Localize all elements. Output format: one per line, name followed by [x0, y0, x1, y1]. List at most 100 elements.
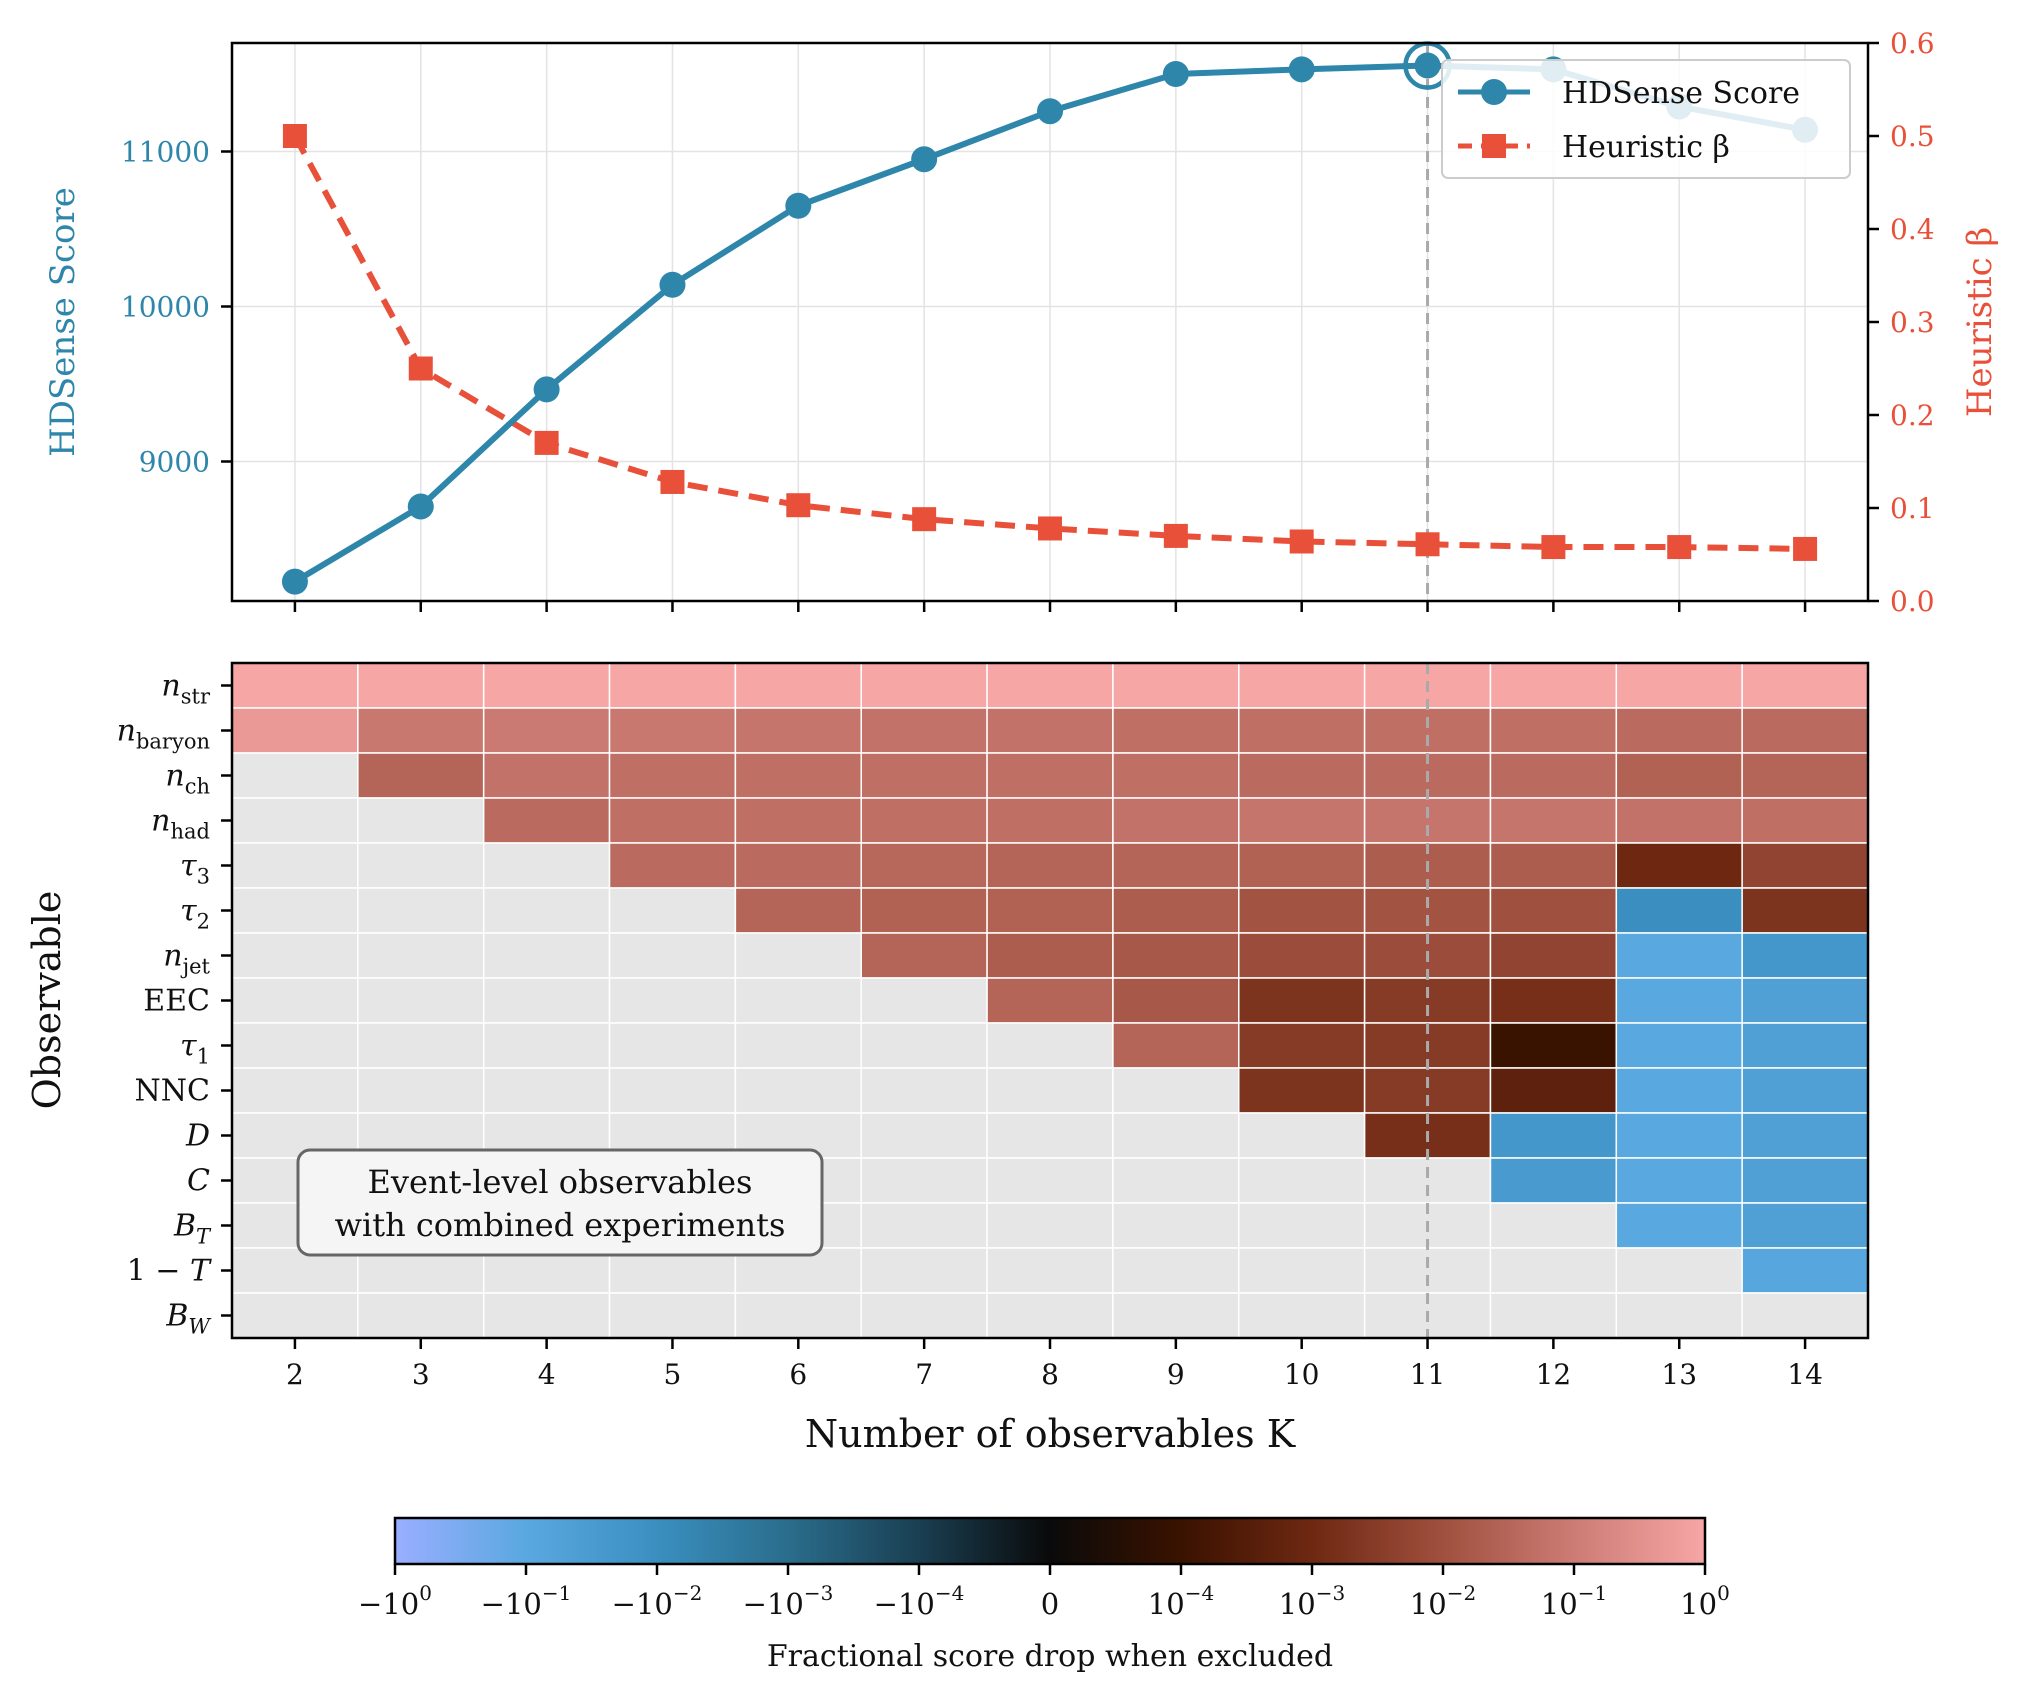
heatmap-cell-r2-k9 [1112, 752, 1240, 799]
top-x-ticks [293, 601, 1807, 612]
heatmap-cell-r14-k7 [860, 1292, 988, 1339]
heatmap-cell-r8-k12 [1489, 1022, 1618, 1069]
heatmap-cell-r1-k10 [1238, 707, 1366, 754]
right-y-ticks: 0.0 0.1 0.2 0.3 0.4 0.5 0.6 [1868, 27, 1935, 618]
heatmap-cell-r5-k2 [231, 887, 359, 934]
heatmap-cell-r11-k10 [1238, 1157, 1366, 1204]
heatmap-cell-r4-k9 [1112, 842, 1240, 889]
heatmap-cell-r2-k2 [231, 752, 359, 799]
heatmap-cell-r8-k2 [231, 1022, 359, 1069]
heatmap-cell-r1-k8 [986, 707, 1114, 754]
heatmap-cell-r9-k8 [986, 1067, 1114, 1114]
heatmap-cell-r12-k13 [1615, 1202, 1743, 1249]
heatmap-cell-r13-k12 [1489, 1247, 1618, 1294]
beta-point-k5 [660, 469, 685, 494]
heatmap-cell-r12-k14 [1741, 1202, 1869, 1249]
heatmap-cell-r1-k11 [1363, 707, 1492, 754]
score-point-k3 [407, 493, 434, 520]
heatmap-cell-r6-k13 [1615, 932, 1743, 979]
heatmap-cell-r0-k14 [1741, 662, 1869, 709]
heatmap-cell-r9-k9 [1112, 1067, 1240, 1114]
heatmap-cell-r2-k6 [734, 752, 862, 799]
colorbar-tick-label-7: 10−3 [1279, 1581, 1345, 1621]
heatmap-row-label-12: BT [173, 1209, 212, 1249]
heatmap-cell-r1-k3 [357, 707, 485, 754]
colorbar-tick-label-8: 10−2 [1410, 1581, 1476, 1621]
heatmap-cell-r14-k10 [1238, 1292, 1366, 1339]
heatmap-cell-r8-k14 [1741, 1022, 1869, 1069]
heatmap-cell-r9-k6 [734, 1067, 862, 1114]
heatmap-cell-r7-k4 [482, 977, 611, 1024]
left-y-ticks: 9000 10000 11000 [121, 136, 232, 479]
heatmap-cell-r1-k9 [1112, 707, 1240, 754]
heatmap-cell-r11-k7 [860, 1157, 988, 1204]
heatmap-cell-r6-k4 [482, 932, 611, 979]
heatmap-x-tick-label-9: 9 [1167, 1358, 1185, 1391]
heatmap-cell-r6-k8 [986, 932, 1114, 979]
legend-box [1441, 59, 1851, 179]
heatmap-cell-r10-k13 [1615, 1112, 1743, 1159]
heatmap-cell-r9-k13 [1615, 1067, 1743, 1114]
heatmap-cell-r6-k12 [1489, 932, 1618, 979]
heatmap-row-label-1: nbaryon [117, 714, 210, 754]
left-y-tick-label-11000: 11000 [121, 136, 210, 169]
heatmap-cell-r10-k7 [860, 1112, 988, 1159]
heatmap-cell-r1-k7 [860, 707, 988, 754]
colorbar-tick-label-4: −10−4 [874, 1581, 965, 1621]
heatmap-cell-r4-k6 [734, 842, 862, 889]
heatmap-cell-r11-k14 [1741, 1157, 1869, 1204]
heatmap-cell-r11-k8 [986, 1157, 1114, 1204]
heatmap-cell-r3-k8 [986, 797, 1114, 844]
heatmap-cell-r13-k8 [986, 1247, 1114, 1294]
heatmap-cell-r14-k13 [1615, 1292, 1743, 1339]
heatmap-row-label-5: τ2 [180, 894, 210, 934]
heatmap-cell-r0-k7 [860, 662, 988, 709]
heatmap-row-label-14: BW [165, 1299, 212, 1339]
legend-label-score: HDSense Score [1562, 76, 1800, 111]
right-y-tick-label-0.5: 0.5 [1890, 120, 1935, 153]
heatmap-cell-r8-k13 [1615, 1022, 1743, 1069]
heatmap-cell-r6-k7 [860, 932, 988, 979]
heatmap-cell-r14-k9 [1112, 1292, 1240, 1339]
heatmap-cell-r4-k5 [608, 842, 737, 889]
heatmap-cell-r0-k6 [734, 662, 862, 709]
heatmap-cell-r3-k13 [1615, 797, 1743, 844]
heatmap-cell-r2-k3 [357, 752, 485, 799]
heatmap-cell-r10-k10 [1238, 1112, 1366, 1159]
heatmap-cell-r0-k3 [357, 662, 485, 709]
beta-point-k8 [1038, 516, 1062, 541]
heatmap-cell-r3-k4 [482, 797, 611, 844]
heatmap-x-tick-label-8: 8 [1041, 1358, 1059, 1391]
heatmap-cell-r5-k7 [860, 887, 988, 934]
heatmap-cell-r8-k6 [734, 1022, 862, 1069]
heatmap-cell-r1-k4 [482, 707, 611, 754]
heatmap-cell-r4-k7 [860, 842, 988, 889]
heatmap-cell-r12-k12 [1489, 1202, 1618, 1249]
heatmap-x-tick-label-14: 14 [1787, 1358, 1823, 1391]
left-y-tick-label-10000: 10000 [121, 291, 210, 324]
heatmap-cell-r14-k2 [231, 1292, 359, 1339]
heatmap-cell-r3-k10 [1238, 797, 1366, 844]
colorbar: −100 −10−1 −10−2 −10−3 −10−4 0 10−4 10−3 10−2 10−… [358, 1516, 1730, 1674]
heatmap-cell-r3-k14 [1741, 797, 1869, 844]
heatmap-row-label-7: EEC [143, 984, 210, 1019]
heatmap-cell-r3-k11 [1363, 797, 1492, 844]
heatmap-cell-r9-k5 [608, 1067, 737, 1114]
beta-point-k13 [1667, 535, 1692, 560]
colorbar-tick-label-10: 100 [1680, 1581, 1730, 1621]
heatmap-cell-r2-k5 [608, 752, 737, 799]
heatmap-cell-r12-k9 [1112, 1202, 1240, 1249]
score-point-k9 [1162, 61, 1189, 87]
legend-label-beta: Heuristic β [1562, 130, 1730, 165]
heatmap-cell-r14-k5 [608, 1292, 737, 1339]
heatmap-cell-r7-k3 [357, 977, 485, 1024]
heatmap-x-tick-label-11: 11 [1410, 1358, 1446, 1391]
heatmap-cell-r5-k12 [1489, 887, 1618, 934]
heatmap-cell-r2-k7 [860, 752, 988, 799]
left-y-tick-label-9000: 9000 [139, 446, 210, 479]
heatmap-x-tick-label-7: 7 [915, 1358, 933, 1391]
legend-swatch-score-marker [1481, 79, 1507, 105]
heatmap-cell-r13-k14 [1741, 1247, 1869, 1294]
annotation-frame [296, 1148, 824, 1257]
